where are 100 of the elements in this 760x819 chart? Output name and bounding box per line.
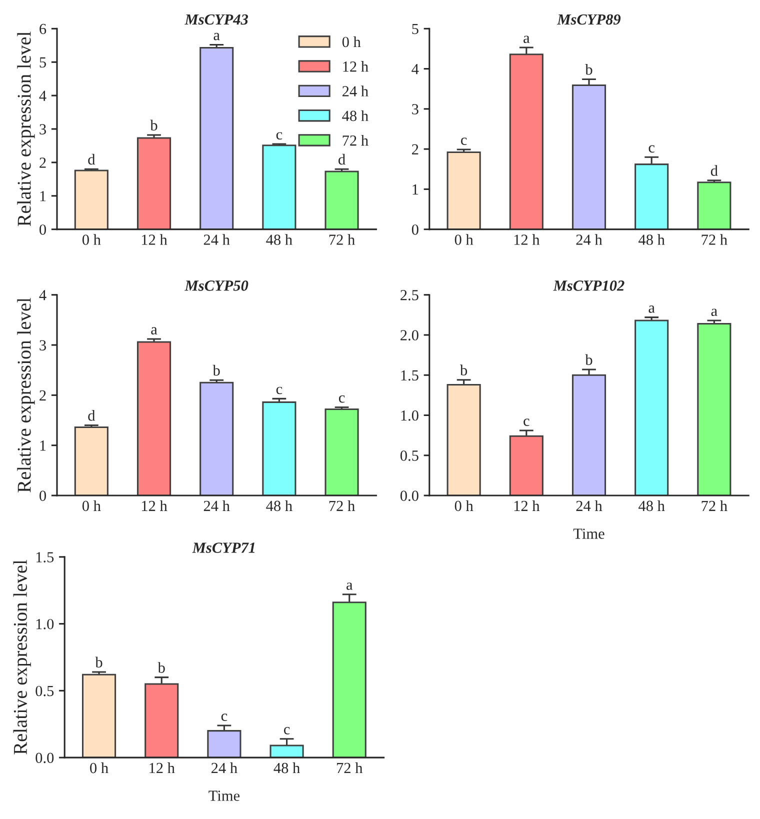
annotation: b — [460, 364, 468, 376]
annotation: c — [338, 395, 345, 403]
x-tick-label: 0 h — [454, 500, 474, 512]
y-axis-title: Relative expression level — [13, 560, 31, 754]
x-tick-label: 24 h — [576, 234, 602, 245]
y-tick-label: 1.5 — [36, 552, 54, 562]
legend-label: 24 h — [342, 86, 368, 96]
annotation: c — [524, 418, 530, 426]
x-tick-label: 12 h — [142, 500, 168, 511]
x-tick-label: 12 h — [142, 234, 168, 245]
x-tick-label: 48 h — [274, 762, 300, 774]
x-tick-label: 72 h — [702, 234, 728, 245]
x-tick-label: 48 h — [638, 234, 665, 245]
y-tick-label: 0.5 — [400, 450, 418, 461]
chart-title: MsCYP71 — [192, 542, 254, 553]
y-tick-label: 4 — [39, 90, 46, 101]
bar — [144, 683, 179, 758]
bar — [200, 382, 234, 496]
annotation: c — [284, 727, 290, 734]
chart-title: MsCYP50 — [184, 280, 248, 291]
annotation: c — [276, 132, 282, 140]
legend-label: 12 h — [343, 61, 368, 72]
legend-label: 72 h — [342, 134, 368, 146]
annotation: b — [585, 64, 592, 75]
bar — [332, 602, 366, 758]
bar — [446, 384, 481, 496]
legend-label: 0 h — [342, 36, 361, 48]
bar — [446, 152, 481, 230]
bar — [509, 435, 544, 496]
x-tick-label: 0 h — [454, 234, 474, 245]
x-tick-label: 72 h — [329, 500, 355, 511]
y-tick-label: 3 — [412, 104, 418, 114]
y-tick-label: 4 — [412, 64, 419, 74]
chart-title: MsCYP43 — [184, 14, 248, 25]
annotation: b — [150, 120, 158, 131]
bar — [262, 401, 296, 496]
annotation: d — [338, 154, 346, 165]
y-tick-label: 1 — [40, 191, 46, 202]
x-tick-label: 72 h — [702, 500, 728, 511]
annotation: b — [585, 354, 592, 365]
annotation: a — [151, 327, 158, 334]
bar — [207, 730, 242, 758]
x-tick-label: 0 h — [82, 234, 101, 245]
bar — [572, 84, 606, 230]
x-tick-label: 24 h — [212, 762, 238, 774]
annotation: d — [88, 410, 96, 421]
x-tick-label: 24 h — [204, 234, 230, 245]
y-tick-label: 2 — [412, 144, 418, 154]
y-tick-label: 1 — [412, 184, 418, 194]
x-tick-label: 48 h — [638, 500, 665, 512]
x-axis-title: Time — [208, 790, 240, 801]
annotation: d — [88, 154, 96, 165]
x-tick-label: 24 h — [576, 500, 602, 511]
annotation: a — [346, 582, 353, 590]
y-tick-label: 3 — [40, 124, 46, 134]
y-axis-title: Relative expression level — [17, 32, 35, 226]
y-tick-label: 2 — [40, 158, 46, 168]
x-tick-label: 72 h — [329, 234, 355, 245]
y-tick-label: 0.0 — [36, 752, 54, 764]
bar — [82, 674, 116, 758]
bar — [697, 182, 732, 230]
y-tick-label: 2.0 — [400, 330, 418, 340]
annotation: a — [524, 36, 530, 44]
annotation: a — [648, 306, 655, 313]
y-tick-label: 1.0 — [401, 410, 418, 421]
x-tick-label: 0 h — [90, 762, 108, 774]
y-tick-label: 1 — [40, 440, 46, 451]
y-tick-label: 0 — [40, 224, 46, 235]
y-tick-label: 0.0 — [400, 490, 418, 502]
y-tick-label: 2 — [40, 390, 46, 400]
y-tick-label: 4 — [39, 290, 46, 300]
bar — [324, 408, 359, 496]
bar — [634, 164, 669, 230]
annotation: c — [648, 145, 655, 153]
y-tick-label: 5 — [40, 57, 46, 68]
annotation: c — [221, 714, 228, 721]
bar — [697, 322, 732, 496]
y-tick-label: 0.5 — [36, 686, 54, 696]
bar — [634, 320, 669, 496]
bar — [74, 426, 108, 496]
annotation: a — [711, 308, 718, 316]
bar — [509, 54, 544, 230]
annotation: b — [158, 662, 165, 673]
y-axis-title: Relative expression level — [17, 298, 35, 492]
y-tick-label: 2.5 — [400, 290, 418, 300]
x-tick-label: 12 h — [514, 234, 540, 245]
y-tick-label: 0 — [40, 490, 46, 501]
x-tick-label: 0 h — [82, 500, 101, 512]
x-tick-label: 24 h — [204, 500, 230, 511]
x-tick-label: 12 h — [514, 500, 540, 511]
y-tick-label: 3 — [40, 340, 46, 350]
y-tick-label: 6 — [40, 24, 46, 34]
annotation: b — [212, 364, 220, 376]
y-tick-label: 1.5 — [401, 370, 418, 381]
chart-title: MsCYP89 — [556, 14, 621, 25]
annotation: a — [214, 32, 220, 40]
legend-label: 48 h — [342, 110, 368, 122]
x-tick-label: 72 h — [337, 762, 363, 774]
y-tick-label: 0 — [412, 224, 418, 235]
bar — [136, 341, 172, 496]
